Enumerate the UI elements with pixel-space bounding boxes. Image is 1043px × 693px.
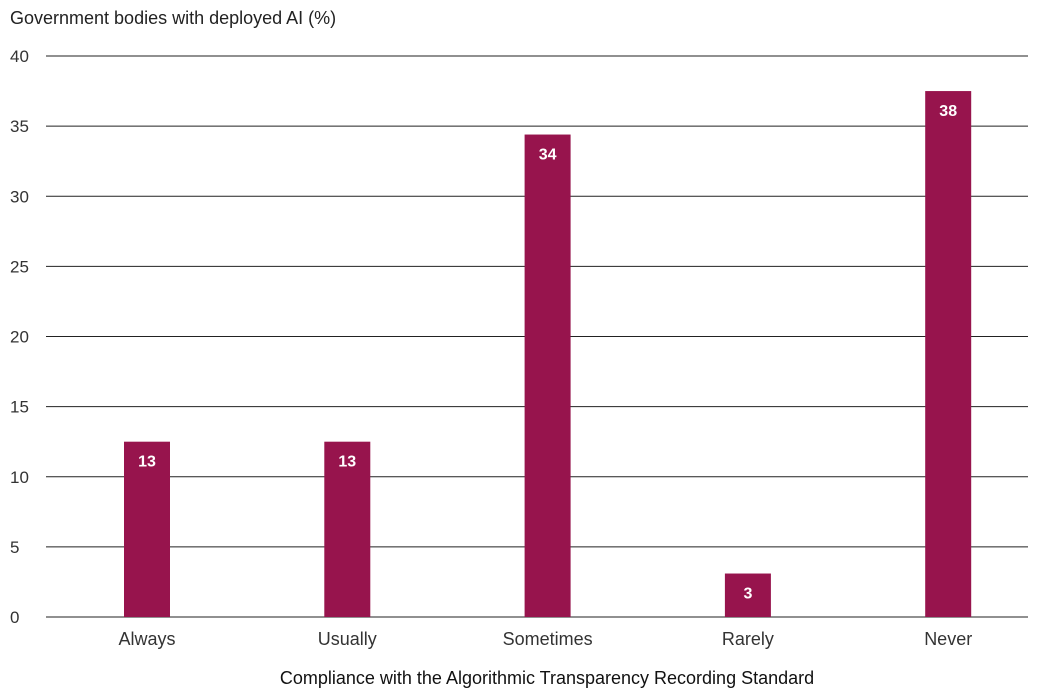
y-tick-label: 15 xyxy=(10,398,29,417)
y-axis-ticks: 0 5 10 15 20 25 30 35 40 xyxy=(10,47,29,627)
bar-value-label: 13 xyxy=(138,454,156,471)
x-axis-title: Compliance with the Algorithmic Transpar… xyxy=(280,668,814,688)
y-tick-label: 30 xyxy=(10,187,29,206)
bar-never xyxy=(925,91,972,617)
bar-rarely xyxy=(724,573,771,617)
y-tick-label: 0 xyxy=(10,608,19,627)
bar-value-label: 38 xyxy=(939,103,957,120)
x-tick-label: Never xyxy=(924,629,972,649)
y-tick-label: 25 xyxy=(10,257,29,276)
y-tick-label: 5 xyxy=(10,538,19,557)
x-axis-ticks: Always Usually Sometimes Rarely Never xyxy=(118,629,972,649)
bar-value-label: 34 xyxy=(539,147,557,164)
y-tick-label: 35 xyxy=(10,117,29,136)
bar-value-label: 13 xyxy=(338,454,356,471)
x-tick-label: Usually xyxy=(318,629,377,649)
x-tick-label: Always xyxy=(118,629,175,649)
bar-always xyxy=(124,441,170,617)
y-tick-label: 20 xyxy=(10,328,29,347)
y-tick-label: 10 xyxy=(10,468,29,487)
x-tick-label: Sometimes xyxy=(503,629,593,649)
bar-sometimes xyxy=(524,134,571,618)
y-tick-label: 40 xyxy=(10,47,29,66)
bar-usually xyxy=(324,441,371,617)
x-tick-label: Rarely xyxy=(722,629,774,649)
chart-title: Government bodies with deployed AI (%) xyxy=(10,8,337,28)
bars: 13 13 34 3 38 xyxy=(124,91,972,618)
bar-value-label: 3 xyxy=(743,586,752,603)
